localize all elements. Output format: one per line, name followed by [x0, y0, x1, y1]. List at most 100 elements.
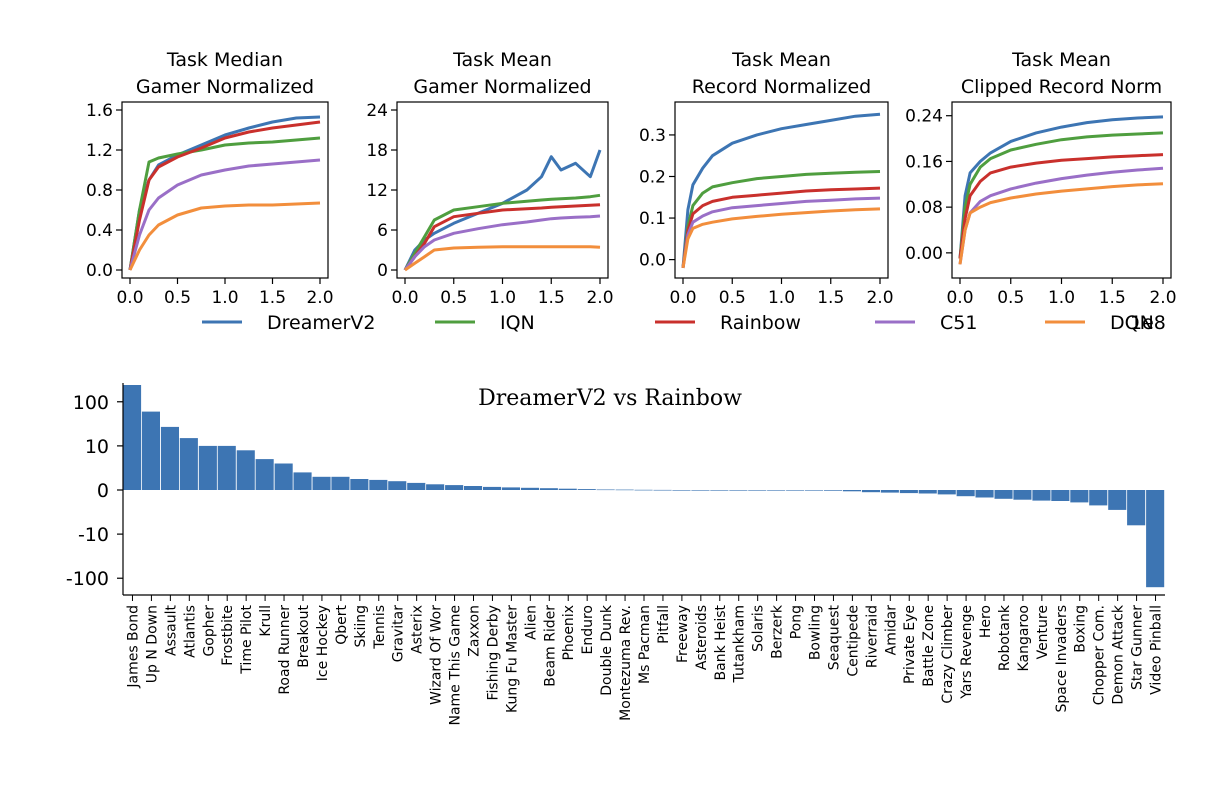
bar-venture: [1032, 490, 1051, 501]
bar-kangaroo: [1013, 490, 1032, 500]
x-tick-label: 1.0: [211, 288, 238, 308]
x-category-label: Battle Zone: [921, 605, 937, 687]
x-category-label: Venture: [1035, 605, 1051, 659]
x-category-label: Kung Fu Master: [504, 605, 520, 713]
x-tick-label: 0.0: [116, 288, 143, 308]
line-chart-2: Task Mean Gamer Normalized 0 6 12 18 24 0.0 0.5 1…: [366, 49, 613, 308]
y-tick-label: 0.0: [639, 251, 666, 271]
x-category-label: Demon Attack: [1111, 604, 1127, 705]
y-tick-label: 0.08: [905, 198, 943, 218]
legend-label: Rainbow: [720, 312, 801, 334]
y-tick-label: 0.16: [905, 152, 943, 172]
bar-boxing: [1070, 490, 1089, 503]
series-line-c51: [403, 214, 601, 271]
bar-ms-pacman: [634, 489, 653, 491]
y-tick-label: 0.0: [86, 261, 113, 281]
x-category-label: Seaquest: [826, 605, 842, 671]
x-category-label: Ms Pacman: [637, 605, 653, 684]
x-tick-label: 2.0: [586, 288, 613, 308]
line-chart-3: Task Mean Record Normalized 0.0 0.1 0.2 0.3 0.…: [639, 49, 894, 308]
series-line-iqn: [128, 136, 321, 271]
bar-double-dunk: [596, 489, 615, 491]
x-category-label: Berzerk: [770, 604, 786, 659]
bar-chart-title: DreamerV2 vs Rainbow: [478, 386, 742, 411]
y-tick-label: 10: [85, 436, 109, 458]
x-category-label: Yars Revenge: [959, 605, 975, 700]
bar-frostbite: [217, 445, 236, 490]
x-category-label: Krull: [258, 605, 274, 637]
x-category-label: Phoenix: [561, 605, 577, 661]
x-tick-label: 1.5: [538, 288, 565, 308]
bar-tutankham: [729, 490, 748, 491]
bar-phoenix: [558, 488, 577, 490]
x-category-label: Solaris: [751, 605, 767, 652]
x-category-label: Double Dunk: [599, 604, 615, 696]
bar-star-gunner: [1127, 490, 1146, 526]
bar-crazy-climber: [937, 490, 956, 495]
y-tick-label: 1.2: [86, 141, 113, 161]
x-category-label: Enduro: [580, 605, 596, 655]
x-category-label: Asterix: [410, 605, 426, 654]
y-tick-label: 0.2: [639, 167, 666, 187]
bar-asterix: [407, 482, 426, 490]
x-category-label: Skiing: [353, 605, 369, 648]
bar-enduro: [577, 489, 596, 490]
x-category-label: Time Pilot: [239, 604, 255, 674]
y-tick-label: 0.8: [86, 181, 113, 201]
series-line-rainbow: [403, 203, 601, 271]
legend-label: DreamerV2: [267, 312, 375, 334]
bar-gopher: [198, 445, 217, 490]
x-tick-label: 2.0: [1149, 288, 1176, 308]
bar-beam-rider: [539, 488, 558, 490]
y-tick-label: 0.00: [905, 244, 943, 264]
bar-skiing: [350, 479, 369, 490]
x-category-label: Fishing Derby: [485, 605, 501, 701]
bar-amidar: [880, 490, 899, 493]
series-line-dqn: [681, 207, 881, 269]
x-category-label: Centipede: [845, 605, 861, 677]
line-chart-1: Task Median Gamer Normalized 0.0 0.4 0.8 1.2 1…: [86, 49, 334, 308]
bar-bowling: [805, 490, 824, 491]
y-tick-label: 1.6: [86, 101, 113, 121]
x-category-label: Video Pinball: [1149, 605, 1165, 695]
x-tick-label: 0.0: [946, 288, 973, 308]
x-tick-label: 0.5: [997, 288, 1024, 308]
x-category-label: Beam Rider: [542, 605, 558, 687]
bar-kung-fu-master: [501, 487, 520, 490]
line-charts: Task Median Gamer Normalized 0.0 0.4 0.8 1.2 1…: [86, 49, 1177, 308]
bar-hero: [975, 490, 994, 498]
y-tick-label: 0: [377, 261, 388, 281]
bar-centipede: [842, 490, 861, 492]
axes-frame: [121, 101, 329, 279]
bar-montezuma-rev-: [615, 489, 634, 491]
x-category-label: Wizard Of Wor: [429, 605, 445, 705]
x-tick-label: 1.0: [489, 288, 516, 308]
x-category-label: Riverraid: [864, 605, 880, 668]
bar-battle-zone: [918, 490, 937, 494]
bar-road-runner: [274, 463, 293, 490]
x-category-label: Star Gunner: [1130, 605, 1146, 690]
legend-entry-rainbow: Rainbow: [655, 312, 801, 334]
bar-ice-hockey: [312, 476, 331, 490]
x-tick-label: 1.0: [1048, 288, 1075, 308]
x-category-label: Alien: [523, 605, 539, 640]
bar-breakout: [293, 472, 312, 490]
x-category-label: Zaxxon: [466, 605, 482, 657]
x-tick-label: 1.5: [259, 288, 286, 308]
bar-tennis: [369, 479, 388, 490]
y-tick-label: 18: [366, 141, 388, 161]
x-tick-label: 0.5: [440, 288, 467, 308]
chart-title-line: Task Mean: [1011, 49, 1111, 71]
x-category-label: Asteroids: [694, 605, 710, 670]
y-tick-label: -10: [78, 524, 109, 546]
x-category-label: Chopper Com.: [1092, 605, 1108, 705]
x-category-label: Road Runner: [277, 605, 293, 695]
bar-assault: [160, 426, 179, 490]
x-category-label: Ice Hockey: [315, 605, 331, 681]
bar-gravitar: [388, 481, 407, 490]
y-tick-label: 6: [377, 221, 388, 241]
bar-wizard-of-wor: [426, 484, 445, 490]
bar-pong: [786, 490, 805, 491]
